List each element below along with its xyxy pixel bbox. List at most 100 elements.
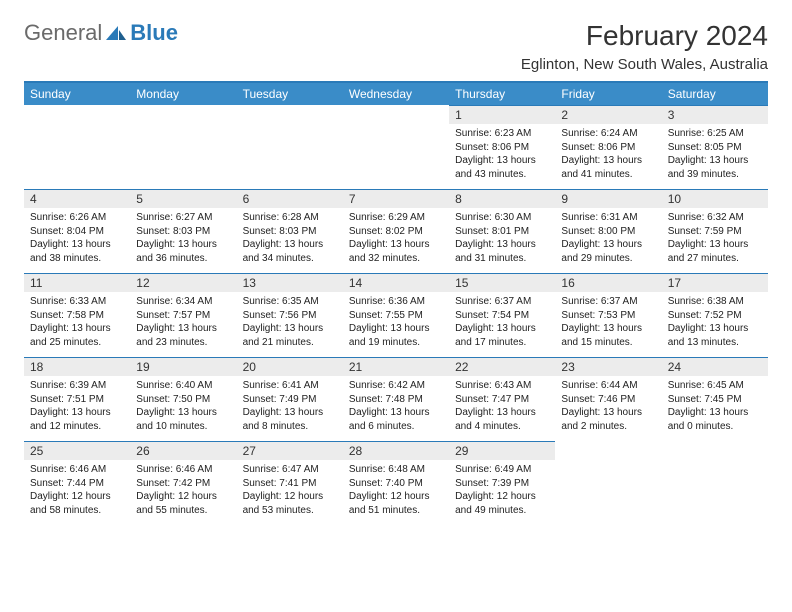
daylight-text-2: and 58 minutes. bbox=[30, 504, 124, 518]
daylight-text-1: Daylight: 13 hours bbox=[136, 238, 230, 252]
day-content: Sunrise: 6:27 AMSunset: 8:03 PMDaylight:… bbox=[130, 208, 236, 271]
day-number: 10 bbox=[662, 189, 768, 208]
sunrise-text: Sunrise: 6:26 AM bbox=[30, 211, 124, 225]
calendar-cell: 1Sunrise: 6:23 AMSunset: 8:06 PMDaylight… bbox=[449, 105, 555, 189]
calendar-cell bbox=[343, 105, 449, 189]
sunset-text: Sunset: 7:54 PM bbox=[455, 309, 549, 323]
sunrise-text: Sunrise: 6:30 AM bbox=[455, 211, 549, 225]
daylight-text-2: and 36 minutes. bbox=[136, 252, 230, 266]
sunset-text: Sunset: 8:01 PM bbox=[455, 225, 549, 239]
day-content: Sunrise: 6:32 AMSunset: 7:59 PMDaylight:… bbox=[662, 208, 768, 271]
sunrise-text: Sunrise: 6:40 AM bbox=[136, 379, 230, 393]
day-content: Sunrise: 6:38 AMSunset: 7:52 PMDaylight:… bbox=[662, 292, 768, 355]
daylight-text-1: Daylight: 13 hours bbox=[136, 406, 230, 420]
day-content: Sunrise: 6:33 AMSunset: 7:58 PMDaylight:… bbox=[24, 292, 130, 355]
calendar-cell: 13Sunrise: 6:35 AMSunset: 7:56 PMDayligh… bbox=[237, 273, 343, 357]
day-number: 15 bbox=[449, 273, 555, 292]
daylight-text-1: Daylight: 13 hours bbox=[136, 322, 230, 336]
day-number: 27 bbox=[237, 441, 343, 460]
day-number: 20 bbox=[237, 357, 343, 376]
daylight-text-2: and 29 minutes. bbox=[561, 252, 655, 266]
daylight-text-2: and 2 minutes. bbox=[561, 420, 655, 434]
daylight-text-2: and 19 minutes. bbox=[349, 336, 443, 350]
day-number: 4 bbox=[24, 189, 130, 208]
daylight-text-2: and 6 minutes. bbox=[349, 420, 443, 434]
day-content: Sunrise: 6:26 AMSunset: 8:04 PMDaylight:… bbox=[24, 208, 130, 271]
calendar-cell: 9Sunrise: 6:31 AMSunset: 8:00 PMDaylight… bbox=[555, 189, 661, 273]
calendar-cell: 19Sunrise: 6:40 AMSunset: 7:50 PMDayligh… bbox=[130, 357, 236, 441]
sunset-text: Sunset: 7:57 PM bbox=[136, 309, 230, 323]
calendar-cell: 10Sunrise: 6:32 AMSunset: 7:59 PMDayligh… bbox=[662, 189, 768, 273]
daylight-text-2: and 41 minutes. bbox=[561, 168, 655, 182]
daylight-text-1: Daylight: 13 hours bbox=[243, 238, 337, 252]
title-block: February 2024 Eglinton, New South Wales,… bbox=[521, 20, 768, 73]
day-content: Sunrise: 6:35 AMSunset: 7:56 PMDaylight:… bbox=[237, 292, 343, 355]
calendar-cell: 8Sunrise: 6:30 AMSunset: 8:01 PMDaylight… bbox=[449, 189, 555, 273]
daylight-text-1: Daylight: 12 hours bbox=[455, 490, 549, 504]
daylight-text-2: and 15 minutes. bbox=[561, 336, 655, 350]
calendar-cell: 28Sunrise: 6:48 AMSunset: 7:40 PMDayligh… bbox=[343, 441, 449, 525]
day-number: 6 bbox=[237, 189, 343, 208]
daylight-text-1: Daylight: 13 hours bbox=[30, 238, 124, 252]
sunset-text: Sunset: 7:48 PM bbox=[349, 393, 443, 407]
header: General Blue February 2024 Eglinton, New… bbox=[24, 20, 768, 73]
day-content: Sunrise: 6:42 AMSunset: 7:48 PMDaylight:… bbox=[343, 376, 449, 439]
day-content: Sunrise: 6:39 AMSunset: 7:51 PMDaylight:… bbox=[24, 376, 130, 439]
sunrise-text: Sunrise: 6:36 AM bbox=[349, 295, 443, 309]
day-number: 28 bbox=[343, 441, 449, 460]
sunrise-text: Sunrise: 6:24 AM bbox=[561, 127, 655, 141]
weekday-header: Saturday bbox=[662, 82, 768, 105]
month-title: February 2024 bbox=[521, 20, 768, 52]
day-content: Sunrise: 6:28 AMSunset: 8:03 PMDaylight:… bbox=[237, 208, 343, 271]
weekday-header: Sunday bbox=[24, 82, 130, 105]
day-content: Sunrise: 6:43 AMSunset: 7:47 PMDaylight:… bbox=[449, 376, 555, 439]
sunset-text: Sunset: 7:44 PM bbox=[30, 477, 124, 491]
sunset-text: Sunset: 7:59 PM bbox=[668, 225, 762, 239]
daylight-text-1: Daylight: 13 hours bbox=[349, 322, 443, 336]
calendar-cell bbox=[130, 105, 236, 189]
calendar-row: 4Sunrise: 6:26 AMSunset: 8:04 PMDaylight… bbox=[24, 189, 768, 273]
calendar-cell: 25Sunrise: 6:46 AMSunset: 7:44 PMDayligh… bbox=[24, 441, 130, 525]
sunrise-text: Sunrise: 6:35 AM bbox=[243, 295, 337, 309]
day-content: Sunrise: 6:40 AMSunset: 7:50 PMDaylight:… bbox=[130, 376, 236, 439]
calendar-cell: 18Sunrise: 6:39 AMSunset: 7:51 PMDayligh… bbox=[24, 357, 130, 441]
sunset-text: Sunset: 8:00 PM bbox=[561, 225, 655, 239]
day-number: 21 bbox=[343, 357, 449, 376]
calendar-cell: 17Sunrise: 6:38 AMSunset: 7:52 PMDayligh… bbox=[662, 273, 768, 357]
sunrise-text: Sunrise: 6:39 AM bbox=[30, 379, 124, 393]
sunset-text: Sunset: 7:58 PM bbox=[30, 309, 124, 323]
daylight-text-1: Daylight: 12 hours bbox=[30, 490, 124, 504]
calendar-cell: 24Sunrise: 6:45 AMSunset: 7:45 PMDayligh… bbox=[662, 357, 768, 441]
daylight-text-2: and 51 minutes. bbox=[349, 504, 443, 518]
daylight-text-1: Daylight: 13 hours bbox=[561, 238, 655, 252]
daylight-text-1: Daylight: 12 hours bbox=[349, 490, 443, 504]
logo-sail-icon bbox=[104, 24, 128, 42]
day-number: 12 bbox=[130, 273, 236, 292]
calendar-cell: 3Sunrise: 6:25 AMSunset: 8:05 PMDaylight… bbox=[662, 105, 768, 189]
daylight-text-2: and 43 minutes. bbox=[455, 168, 549, 182]
calendar-row: 25Sunrise: 6:46 AMSunset: 7:44 PMDayligh… bbox=[24, 441, 768, 525]
sunrise-text: Sunrise: 6:27 AM bbox=[136, 211, 230, 225]
sunset-text: Sunset: 7:50 PM bbox=[136, 393, 230, 407]
day-content: Sunrise: 6:47 AMSunset: 7:41 PMDaylight:… bbox=[237, 460, 343, 523]
sunrise-text: Sunrise: 6:44 AM bbox=[561, 379, 655, 393]
day-number: 25 bbox=[24, 441, 130, 460]
weekday-header: Wednesday bbox=[343, 82, 449, 105]
calendar-cell: 16Sunrise: 6:37 AMSunset: 7:53 PMDayligh… bbox=[555, 273, 661, 357]
daylight-text-1: Daylight: 13 hours bbox=[561, 154, 655, 168]
sunrise-text: Sunrise: 6:31 AM bbox=[561, 211, 655, 225]
sunrise-text: Sunrise: 6:23 AM bbox=[455, 127, 549, 141]
daylight-text-2: and 38 minutes. bbox=[30, 252, 124, 266]
day-number: 24 bbox=[662, 357, 768, 376]
sunrise-text: Sunrise: 6:37 AM bbox=[561, 295, 655, 309]
calendar-cell: 6Sunrise: 6:28 AMSunset: 8:03 PMDaylight… bbox=[237, 189, 343, 273]
day-content: Sunrise: 6:23 AMSunset: 8:06 PMDaylight:… bbox=[449, 124, 555, 187]
daylight-text-2: and 25 minutes. bbox=[30, 336, 124, 350]
day-number: 14 bbox=[343, 273, 449, 292]
calendar-row: 11Sunrise: 6:33 AMSunset: 7:58 PMDayligh… bbox=[24, 273, 768, 357]
weekday-header: Thursday bbox=[449, 82, 555, 105]
sunset-text: Sunset: 8:05 PM bbox=[668, 141, 762, 155]
daylight-text-1: Daylight: 12 hours bbox=[243, 490, 337, 504]
sunrise-text: Sunrise: 6:46 AM bbox=[136, 463, 230, 477]
daylight-text-1: Daylight: 13 hours bbox=[349, 406, 443, 420]
